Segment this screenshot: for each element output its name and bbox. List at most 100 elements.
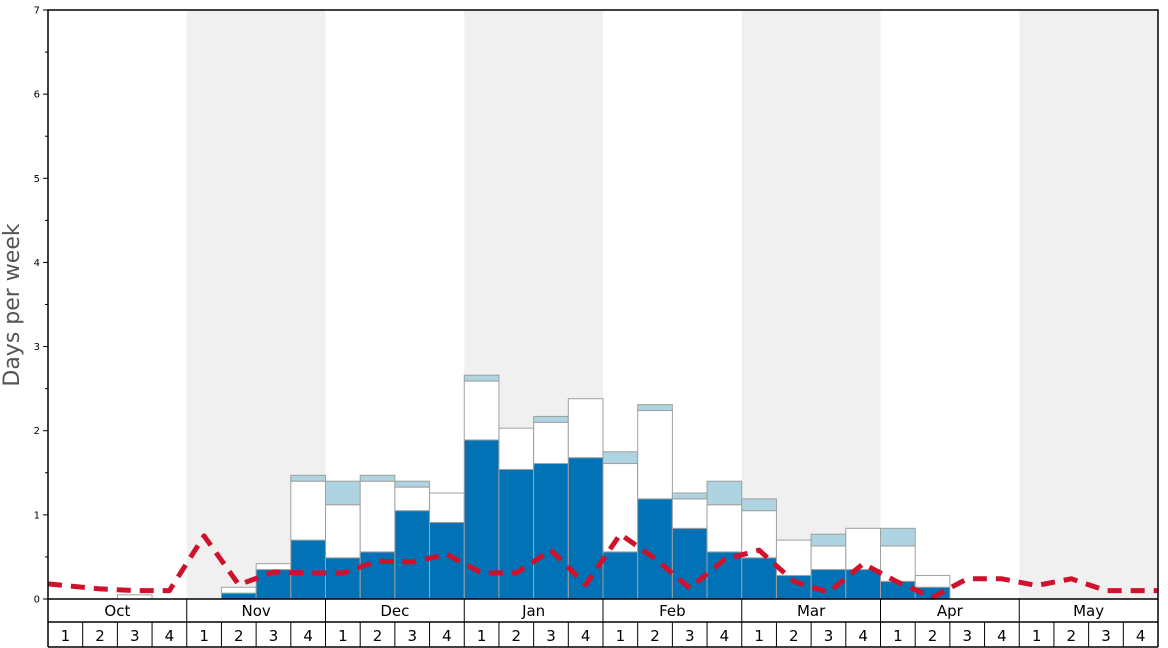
bar-segment-dark: [637, 498, 673, 600]
bar-segment-dark: [325, 557, 361, 600]
week-label: 2: [512, 627, 522, 645]
week-label: 3: [824, 627, 834, 645]
bar-segment-white: [220, 586, 257, 594]
bar-segment-white: [914, 574, 951, 588]
week-label: 1: [61, 627, 71, 645]
bar-segment-white: [602, 463, 639, 553]
x-axis: Oct 1 2 3 4 Nov 1 2 3 4 Dec 1 2 3 4 Jan 1 2 3 4 Feb 1 2 3 4 Mar 1 2…: [47, 599, 1159, 648]
bar-segment-dark: [602, 551, 639, 600]
y-axis-label: Days per week: [0, 223, 25, 386]
y-tick-label: 2: [34, 426, 40, 437]
bar-segment-light: [325, 480, 361, 506]
y-tick-label: 6: [34, 90, 40, 101]
y-tick-label: 4: [34, 258, 40, 269]
bar-segment-white: [880, 545, 916, 582]
bar-segment-light: [637, 404, 673, 412]
trend-line-path: [47, 531, 1158, 600]
bar-segment-light: [394, 480, 431, 488]
bar-segment-white: [706, 504, 743, 553]
bar-segment-white: [845, 527, 881, 571]
bar-segment-dark: [394, 510, 431, 600]
month-band: [1019, 10, 1158, 599]
week-label: 2: [650, 627, 660, 645]
week-label: 4: [442, 627, 452, 645]
week-label: 4: [720, 627, 730, 645]
week-label: 3: [546, 627, 556, 645]
week-label: 3: [269, 627, 279, 645]
bar-segment-dark: [845, 569, 881, 600]
bar-segment-white: [290, 480, 326, 541]
month-bands: [186, 10, 1158, 599]
bar-segment-dark: [533, 463, 569, 600]
bar-segment-dark: [290, 539, 326, 600]
week-label: 3: [685, 627, 695, 645]
bar-segment-white: [637, 410, 673, 500]
month-label: May: [1073, 602, 1104, 620]
week-label: 1: [1032, 627, 1042, 645]
bar-segment-white: [359, 480, 396, 553]
bar-segment-white: [498, 427, 535, 470]
bar-segment-light: [810, 533, 847, 547]
month-label: Nov: [241, 602, 270, 620]
bar-segment-white: [394, 486, 431, 512]
week-label: 4: [1136, 627, 1146, 645]
bar-segment-dark: [741, 557, 777, 600]
week-label: 1: [199, 627, 209, 645]
bar-segment-white: [567, 398, 604, 459]
week-label: 1: [616, 627, 626, 645]
week-label: 1: [338, 627, 348, 645]
week-label: 2: [373, 627, 383, 645]
week-label: 3: [407, 627, 417, 645]
week-label: 4: [581, 627, 591, 645]
trend-line: [47, 531, 1158, 600]
week-label: 3: [130, 627, 140, 645]
week-label: 4: [165, 627, 175, 645]
bar-segment-light: [741, 498, 777, 512]
bar-segment-white: [671, 498, 708, 529]
week-label: 2: [1067, 627, 1077, 645]
bar-segment-light: [880, 527, 916, 547]
week-label: 2: [789, 627, 799, 645]
week-label: 4: [303, 627, 313, 645]
y-tick-label: 3: [34, 342, 40, 353]
y-tick-label: 1: [34, 510, 40, 521]
bar-segment-white: [463, 380, 500, 441]
month-label: Oct: [104, 602, 130, 620]
y-axis: 0 1 2 3 4 5 6 7: [34, 6, 48, 606]
bar-segment-dark: [567, 457, 604, 600]
bar-segment-light: [463, 374, 500, 382]
week-label: 4: [997, 627, 1007, 645]
bar-segment-dark: [220, 592, 257, 600]
bar-segment-white: [810, 545, 847, 571]
month-label: Dec: [380, 602, 409, 620]
bar-segment-dark: [498, 468, 535, 600]
month-label: Feb: [659, 602, 686, 620]
y-tick-label: 5: [34, 174, 40, 185]
bar-segment-light: [359, 474, 396, 482]
month-label: Mar: [797, 602, 826, 620]
week-label: 4: [858, 627, 868, 645]
bar-segment-light: [290, 474, 326, 482]
week-label: 1: [754, 627, 764, 645]
week-label: 1: [477, 627, 487, 645]
week-label: 3: [962, 627, 972, 645]
week-label: 2: [95, 627, 105, 645]
bar-segment-light: [533, 415, 569, 423]
bar-segment-white: [255, 563, 292, 571]
week-label: 3: [1101, 627, 1111, 645]
bar-segment-white: [325, 504, 361, 559]
bar-segment-light: [671, 492, 708, 500]
y-tick-label: 7: [34, 6, 40, 17]
month-label: Apr: [937, 602, 964, 620]
bar-segment-white: [533, 421, 569, 465]
y-tick-label: 0: [34, 595, 40, 606]
month-label: Jan: [521, 602, 545, 620]
bar-segment-light: [706, 480, 743, 506]
bar-segment-white: [429, 492, 465, 523]
bar-segment-light: [602, 451, 639, 465]
bar-segment-dark: [671, 527, 708, 600]
week-label: 2: [928, 627, 938, 645]
week-label: 2: [234, 627, 244, 645]
week-label: 1: [893, 627, 903, 645]
